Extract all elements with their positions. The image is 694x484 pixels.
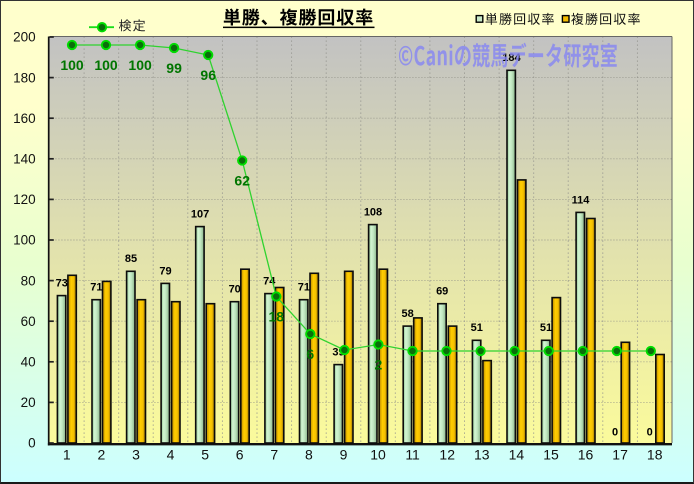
svg-text:0: 0 — [28, 436, 36, 451]
svg-text:13: 13 — [474, 447, 490, 463]
svg-text:96: 96 — [200, 67, 216, 83]
svg-text:20: 20 — [21, 395, 36, 410]
svg-text:16: 16 — [578, 447, 594, 463]
svg-text:99: 99 — [166, 60, 182, 76]
svg-text:108: 108 — [364, 207, 382, 219]
svg-text:18: 18 — [269, 309, 285, 325]
svg-text:69: 69 — [436, 286, 448, 298]
svg-text:70: 70 — [229, 284, 241, 296]
svg-text:85: 85 — [125, 253, 137, 265]
svg-text:2: 2 — [98, 447, 106, 463]
svg-text:5: 5 — [201, 447, 209, 463]
svg-text:40: 40 — [21, 355, 36, 370]
svg-text:60: 60 — [21, 314, 36, 329]
svg-text:14: 14 — [509, 447, 525, 463]
svg-text:9: 9 — [340, 447, 348, 463]
svg-text:62: 62 — [234, 173, 250, 189]
svg-text:200: 200 — [13, 30, 36, 45]
svg-text:74: 74 — [263, 276, 276, 288]
svg-text:100: 100 — [128, 57, 152, 73]
svg-text:17: 17 — [612, 447, 628, 463]
svg-text:71: 71 — [298, 282, 310, 294]
svg-text:58: 58 — [401, 308, 413, 320]
svg-text:6: 6 — [306, 346, 314, 362]
svg-text:184: 184 — [502, 52, 521, 64]
svg-text:71: 71 — [90, 282, 102, 294]
svg-text:79: 79 — [159, 265, 171, 277]
svg-text:8: 8 — [305, 447, 313, 463]
svg-text:100: 100 — [94, 57, 118, 73]
svg-text:3: 3 — [132, 447, 140, 463]
svg-text:11: 11 — [405, 447, 420, 463]
svg-text:160: 160 — [13, 111, 36, 126]
svg-text:100: 100 — [13, 233, 36, 248]
svg-text:18: 18 — [647, 447, 663, 463]
svg-text:120: 120 — [13, 192, 36, 207]
svg-text:12: 12 — [439, 447, 455, 463]
svg-text:180: 180 — [13, 70, 36, 85]
svg-text:2: 2 — [375, 357, 383, 373]
svg-text:140: 140 — [13, 152, 36, 167]
svg-text:15: 15 — [543, 447, 559, 463]
svg-text:114: 114 — [572, 194, 591, 206]
svg-text:6: 6 — [236, 447, 244, 463]
svg-text:0: 0 — [647, 427, 653, 439]
svg-text:51: 51 — [471, 322, 483, 334]
svg-text:51: 51 — [540, 322, 552, 334]
svg-text:10: 10 — [370, 447, 386, 463]
svg-text:73: 73 — [56, 278, 68, 290]
svg-text:4: 4 — [167, 447, 175, 463]
svg-text:100: 100 — [60, 57, 84, 73]
svg-text:0: 0 — [612, 427, 618, 439]
svg-text:7: 7 — [270, 447, 278, 463]
svg-text:80: 80 — [21, 273, 36, 288]
svg-text:1: 1 — [63, 447, 71, 463]
svg-text:107: 107 — [191, 209, 209, 221]
